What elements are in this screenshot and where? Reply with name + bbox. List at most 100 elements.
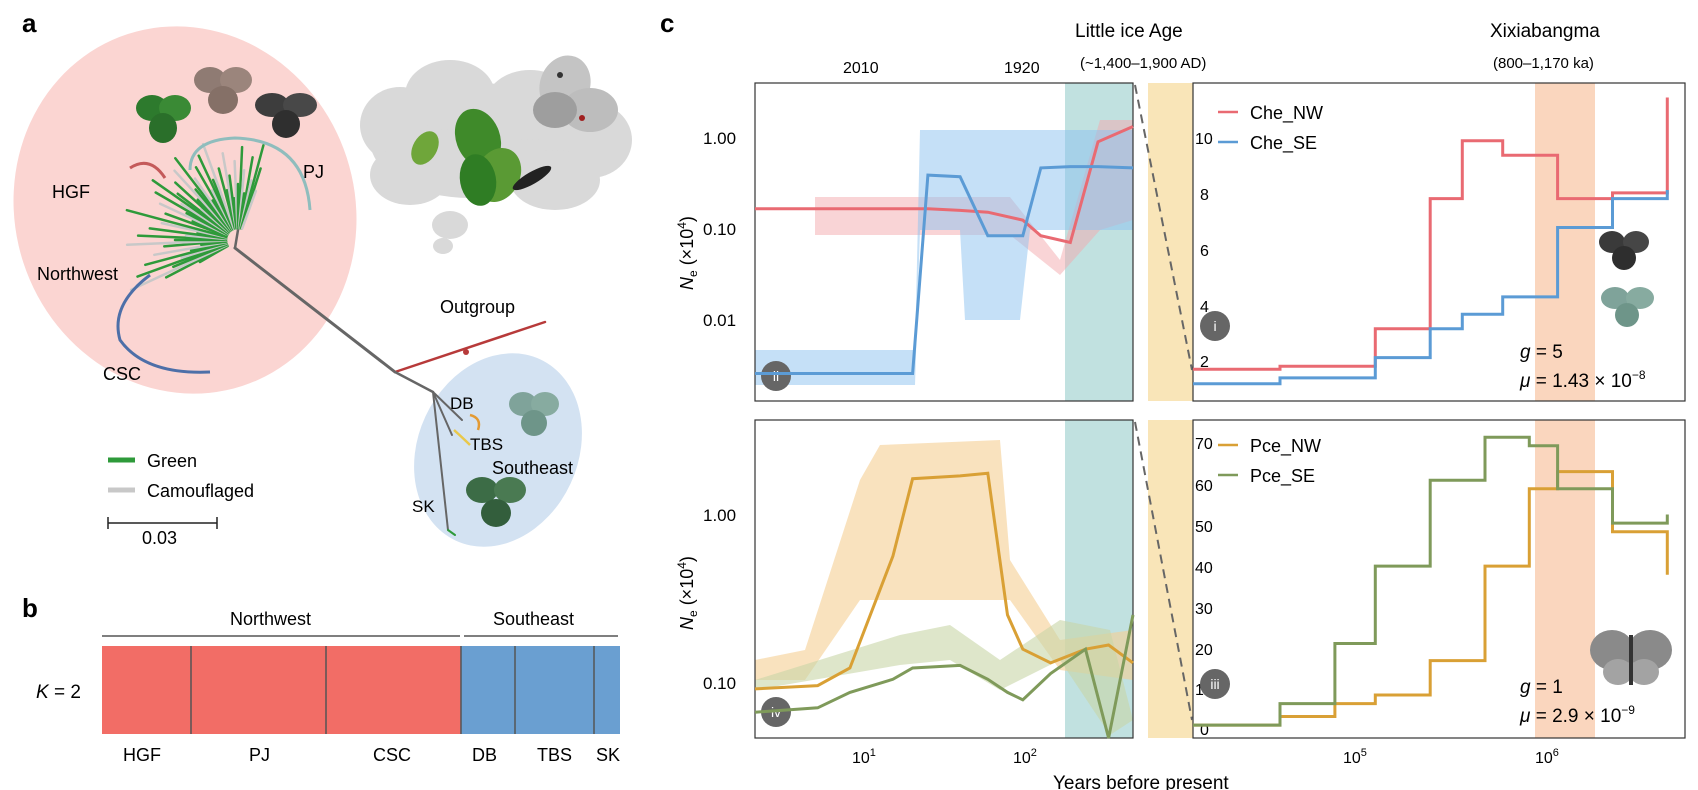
- legend-green-label: Green: [147, 451, 197, 471]
- series-line-2-2: [1193, 190, 1669, 386]
- clade-label-southeast: Southeast: [492, 458, 573, 478]
- series-line-1-2: [755, 165, 1134, 375]
- period-right-name: Xixiabangma: [1490, 21, 1600, 42]
- green-leaf-icon: [136, 95, 191, 143]
- svg-text:iii: iii: [1210, 676, 1219, 692]
- ytick-i-6: 6: [1200, 243, 1209, 260]
- axis-break-top: [1134, 84, 1193, 371]
- param-mu-bottom: μ = 2.9 × 10−9: [1519, 703, 1635, 727]
- butterfly-icon: [533, 55, 618, 132]
- xix-band-top: [1535, 83, 1595, 401]
- ylabel-top: Ne (×104): [675, 216, 700, 290]
- pj-arc: [188, 136, 312, 211]
- panel-c-label: c: [660, 8, 674, 38]
- structure-bar-northwest: [102, 646, 461, 734]
- ci-iv-b: [755, 620, 1133, 735]
- pop-label-csc: CSC: [373, 745, 411, 765]
- xtick-left-2: 102: [1013, 747, 1037, 767]
- top-year-1920: 1920: [1004, 60, 1040, 77]
- series-line-4-1: [1193, 470, 1669, 727]
- butterfly-small-icon: [1590, 630, 1672, 685]
- series-line-3-2: [754, 614, 1135, 739]
- structure-bar-southeast: [461, 646, 620, 734]
- xtick-left-1: 101: [852, 747, 876, 767]
- pop-label-tbs: TBS: [537, 745, 572, 765]
- ytick-ii-3: 0.01: [703, 311, 736, 330]
- clade-label-northwest: Northwest: [37, 264, 118, 284]
- ci-ii-b: [755, 130, 1133, 385]
- series-line-1-1: [755, 125, 1134, 245]
- plot-frame-ii: [754, 82, 1134, 402]
- param-g-bottom: g = 1: [1520, 677, 1563, 698]
- tree-tip: [125, 208, 228, 239]
- ci-iv-a: [755, 440, 1133, 680]
- pop-label-pj: PJ: [249, 745, 270, 765]
- data-lines: [754, 97, 1669, 739]
- dark-leaf-icon: [255, 93, 317, 138]
- ytick-i-2: 2: [1200, 354, 1209, 371]
- ytick-ii-2: 0.10: [703, 220, 736, 239]
- yticks-i: 2 4 6 8 10: [1195, 131, 1213, 371]
- phylogenetic-tree: [125, 142, 547, 536]
- pop-label-hgf: HGF: [123, 745, 161, 765]
- ytick-i-10: 10: [1195, 131, 1213, 148]
- period-left-name: Little ice Age: [1075, 21, 1183, 42]
- group-label-northwest: Northwest: [230, 609, 311, 629]
- svg-text:ii: ii: [773, 368, 779, 384]
- series-line-4-2: [1193, 435, 1669, 727]
- top-year-2010: 2010: [843, 60, 879, 77]
- ytick-iii-30: 30: [1195, 601, 1213, 618]
- gap-band-bottom: [1148, 420, 1193, 738]
- clade-label-csc: CSC: [103, 364, 141, 384]
- teal-leaf-small-icon: [1601, 287, 1654, 327]
- ytick-ii-1: 1.00: [703, 129, 736, 148]
- csc-arc: [116, 273, 211, 374]
- xtick-right-2: 106: [1535, 747, 1559, 767]
- legend-label-che-se: Che_SE: [1250, 133, 1317, 154]
- group-label-southeast: Southeast: [493, 609, 574, 629]
- clade-label-tbs: TBS: [470, 435, 503, 454]
- tree-tip: [129, 243, 229, 292]
- panel-badge-i: i: [1200, 311, 1230, 341]
- ytick-i-8: 8: [1200, 187, 1209, 204]
- ytick-iii-40: 40: [1195, 560, 1213, 577]
- plot-frame-iv: [754, 419, 1134, 739]
- leaf-cluster-icon: [411, 108, 552, 206]
- plot-frame-i: [1192, 82, 1686, 402]
- param-mu-top: μ = 1.43 × 10−8: [1519, 368, 1646, 392]
- clade-label-sk: SK: [412, 497, 435, 516]
- axis-break-bottom: [1134, 421, 1193, 721]
- plot-frame-iii: [1192, 419, 1686, 739]
- panel-b-label: b: [22, 593, 38, 623]
- clade-label-pj: PJ: [303, 162, 324, 182]
- period-right-range: (800–1,170 ka): [1493, 55, 1594, 72]
- panel-a-label: a: [22, 8, 37, 38]
- gap-band-top: [1148, 83, 1193, 401]
- tree-tip: [201, 142, 236, 230]
- clade-label-hgf: HGF: [52, 182, 90, 202]
- scale-bar-label: 0.03: [142, 528, 177, 548]
- clade-label-outgroup: Outgroup: [440, 297, 515, 317]
- ytick-iii-60: 60: [1195, 478, 1213, 495]
- legend-camouflaged-label: Camouflaged: [147, 481, 254, 501]
- legend-label-pce-se: Pce_SE: [1250, 466, 1315, 487]
- yticks-iii: 0 10 20 30 40 50 60 70: [1195, 436, 1213, 739]
- tbs-arc: [453, 429, 471, 446]
- scale-bar: [107, 517, 218, 529]
- ytick-iii-0: 0: [1200, 722, 1209, 739]
- hgf-arc: [129, 161, 167, 179]
- ytick-iii-50: 50: [1195, 519, 1213, 536]
- structure-dividers: [190, 646, 595, 734]
- xtick-right-1: 105: [1343, 747, 1367, 767]
- x-axis-label: Years before present: [1053, 773, 1229, 790]
- legend-label-pce-nw: Pce_NW: [1250, 436, 1321, 457]
- svg-text:i: i: [1213, 318, 1216, 334]
- brown-leaf-icon: [194, 67, 252, 114]
- caterpillar-icon: [512, 165, 552, 191]
- tree-tip: [240, 189, 258, 230]
- series-line-2-1: [1193, 97, 1669, 371]
- db-arc: [469, 413, 481, 431]
- dark-leaf-small-icon: [1599, 231, 1649, 270]
- ytick-iv-1: 1.00: [703, 506, 736, 525]
